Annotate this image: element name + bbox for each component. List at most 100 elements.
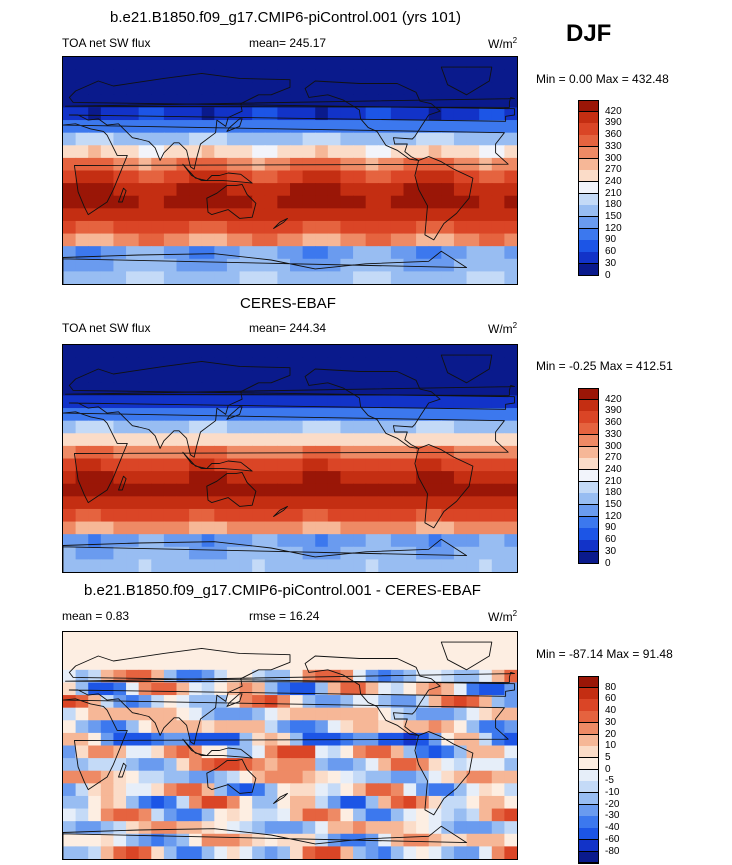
field-cell <box>264 695 278 709</box>
field-cell <box>201 644 215 658</box>
field-cell <box>226 657 241 671</box>
field-cell <box>226 420 241 434</box>
field-cell <box>340 846 354 859</box>
field-cell <box>403 82 417 96</box>
field-cell <box>416 370 430 384</box>
field-cell <box>315 208 329 222</box>
field-cell <box>466 246 480 260</box>
field-cell <box>113 669 127 684</box>
field-cell <box>290 120 304 134</box>
field-cell <box>441 170 455 184</box>
field-cell <box>365 783 379 797</box>
field-cell <box>441 246 455 260</box>
field-cell <box>138 546 152 560</box>
field-cell <box>466 107 480 121</box>
field-cell <box>302 183 316 197</box>
field-cell <box>214 120 228 134</box>
field-cell <box>214 669 228 684</box>
field-cell <box>189 496 203 510</box>
field-cell <box>315 120 329 134</box>
field-cell <box>151 846 165 859</box>
field-cell <box>214 345 228 359</box>
field-cell <box>151 546 165 560</box>
field-cell <box>327 720 342 734</box>
field-cell <box>138 107 152 121</box>
field-cell <box>378 669 392 684</box>
map-field <box>63 632 517 859</box>
field-cell <box>504 483 517 497</box>
field-cell <box>100 220 115 235</box>
field-cell <box>239 69 253 83</box>
field-cell <box>403 821 417 835</box>
field-cell <box>403 632 417 646</box>
field-cell <box>126 808 140 822</box>
field-cell <box>100 546 115 560</box>
field-cell <box>428 420 442 434</box>
field-cell <box>428 546 442 560</box>
field-cell <box>201 370 215 384</box>
field-cell <box>365 795 379 810</box>
field-cell <box>277 808 291 822</box>
field-cell <box>201 458 215 472</box>
field-cell <box>378 233 392 247</box>
field-cell <box>302 345 316 359</box>
field-cell <box>100 208 115 222</box>
field-cell <box>353 695 367 709</box>
field-cell <box>428 183 442 197</box>
field-cell <box>176 632 190 646</box>
field-cell <box>151 433 165 447</box>
field-cell <box>466 395 480 409</box>
field-cell <box>138 57 152 71</box>
field-cell <box>441 395 455 409</box>
field-cell <box>239 521 253 535</box>
field-cell <box>403 357 417 371</box>
field-cell <box>88 745 102 759</box>
field-cell <box>390 69 405 83</box>
field-cell <box>100 395 115 409</box>
colorbar-tick-label: 150 <box>605 499 622 510</box>
colorbar-swatch <box>578 505 599 518</box>
field-cell <box>277 471 291 485</box>
field-cell <box>239 770 253 784</box>
field-cell <box>88 707 102 721</box>
field-cell <box>151 271 165 284</box>
field-cell <box>264 632 278 646</box>
field-cell <box>403 669 417 684</box>
field-cell <box>63 521 77 535</box>
field-cell <box>390 195 405 209</box>
colorbar-swatch <box>578 699 599 712</box>
field-cell <box>113 758 127 772</box>
field-cell <box>453 770 468 784</box>
field-cell <box>416 483 430 497</box>
field-cell <box>453 370 468 384</box>
field-cell <box>353 195 367 209</box>
field-cell <box>340 170 354 184</box>
field-cell <box>491 145 505 159</box>
field-cell <box>340 107 354 121</box>
field-cell <box>264 183 278 197</box>
field-cell <box>100 246 115 260</box>
field-cell <box>353 370 367 384</box>
field-cell <box>113 271 127 284</box>
field-cell <box>126 534 140 548</box>
field-cell <box>340 271 354 284</box>
field-cell <box>290 559 304 572</box>
field-cell <box>302 420 316 434</box>
field-cell <box>264 770 278 784</box>
field-cell <box>88 145 102 159</box>
field-cell <box>126 82 140 96</box>
field-cell <box>390 220 405 235</box>
field-cell <box>239 707 253 721</box>
field-cell <box>491 395 505 409</box>
field-cell <box>479 57 493 71</box>
field-cell <box>63 208 77 222</box>
field-cell <box>138 246 152 260</box>
field-cell <box>113 246 127 260</box>
field-cell <box>390 496 405 510</box>
field-cell <box>491 408 505 422</box>
field-cell <box>340 195 354 209</box>
field-cell <box>239 833 253 847</box>
field-cell <box>453 559 468 572</box>
field-cell <box>63 370 77 384</box>
field-cell <box>214 433 228 447</box>
